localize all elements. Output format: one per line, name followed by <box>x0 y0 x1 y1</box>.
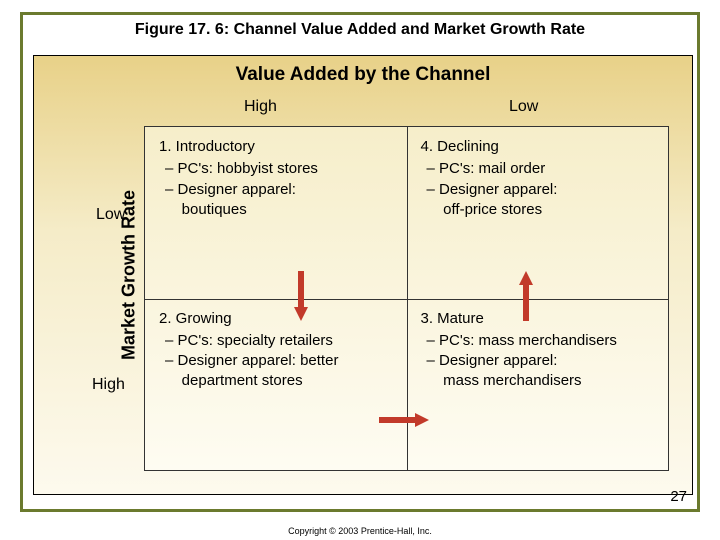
quadrant-line: – Designer apparel: <box>421 351 655 371</box>
quadrant-line: – Designer apparel: better <box>159 351 393 371</box>
quadrant-title: 1. Introductory <box>159 137 393 157</box>
quadrant-growing: 2. Growing – PC's: specialty retailers –… <box>145 299 407 471</box>
quadrant-line: – PC's: mass merchandisers <box>421 331 655 351</box>
figure-panel: Value Added by the Channel Market Growth… <box>33 55 693 495</box>
quadrant-line: – Designer apparel: <box>159 180 393 200</box>
quadrant-mature: 3. Mature – PC's: mass merchandisers – D… <box>407 299 669 471</box>
slide-frame: Figure 17. 6: Channel Value Added and Ma… <box>20 12 700 512</box>
arrow-up-icon <box>519 271 533 321</box>
quadrant-line: – PC's: hobbyist stores <box>159 159 393 179</box>
quadrant-declining: 4. Declining – PC's: mail order – Design… <box>407 127 669 299</box>
arrow-right-icon <box>379 413 429 427</box>
quadrant-title: 3. Mature <box>421 309 655 329</box>
figure-title: Figure 17. 6: Channel Value Added and Ma… <box>23 15 697 49</box>
quadrant-introductory: 1. Introductory – PC's: hobbyist stores … <box>145 127 407 299</box>
copyright-text: Copyright © 2003 Prentice-Hall, Inc. <box>0 526 720 536</box>
quadrant-title: 2. Growing <box>159 309 393 329</box>
quadrant-line: – PC's: mail order <box>421 159 655 179</box>
column-label-low: Low <box>509 98 538 116</box>
quadrant-line: boutiques <box>159 200 393 220</box>
quadrant-line: – PC's: specialty retailers <box>159 331 393 351</box>
chart-title: Value Added by the Channel <box>34 64 692 86</box>
quadrant-line: mass merchandisers <box>421 371 655 391</box>
quadrant-line: – Designer apparel: <box>421 180 655 200</box>
column-label-high: High <box>244 98 277 116</box>
page-number: 27 <box>670 488 687 505</box>
quadrant-line: department stores <box>159 371 393 391</box>
quadrant-line: off-price stores <box>421 200 655 220</box>
quadrant-title: 4. Declining <box>421 137 655 157</box>
arrow-down-icon <box>294 271 308 321</box>
row-label-bottom: High <box>92 376 125 394</box>
row-label-top: Low <box>96 206 125 224</box>
